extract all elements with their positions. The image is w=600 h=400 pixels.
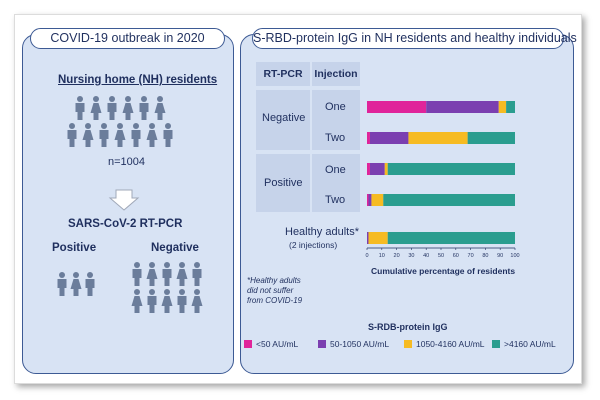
legend-swatch [404, 340, 412, 348]
bar-segment [369, 163, 385, 175]
footnote-line: did not suffer [247, 286, 294, 295]
legend-item-label: 50-1050 AU/mL [330, 339, 390, 349]
col-header-injection: Injection [314, 68, 358, 80]
legend-item: <50 AU/mL [244, 339, 298, 349]
legend-swatch [244, 340, 252, 348]
cell-positive-injections [312, 154, 360, 212]
x-tick-label: 100 [510, 253, 519, 259]
cell-negative [256, 90, 310, 150]
x-tick-label: 80 [482, 253, 488, 259]
bar-segment [369, 132, 409, 144]
down-arrow-icon [108, 189, 140, 211]
bar-segment [367, 194, 369, 206]
healthy-adults-sub: (2 injections) [289, 240, 338, 250]
legend-item: >4160 AU/mL [492, 339, 556, 349]
bar-segment [426, 101, 499, 113]
bar-segment [506, 101, 515, 113]
bar-segment [367, 132, 370, 144]
healthy-adults-label: Healthy adults* [285, 226, 359, 238]
bar-segment [368, 232, 388, 244]
header-cell-injection [312, 62, 360, 86]
bar-segment [467, 132, 515, 144]
legend-item-label: 1050-4160 AU/mL [416, 339, 485, 349]
test-label: SARS-CoV-2 RT-PCR [68, 218, 183, 230]
group-negative-label: Negative [262, 112, 306, 124]
x-tick-label: 60 [453, 253, 459, 259]
injection-two-negative: Two [325, 132, 346, 144]
x-axis-label: Cumulative percentage of residents [371, 266, 516, 276]
bar-segment [383, 194, 515, 206]
bar-segment [368, 194, 372, 206]
x-tick-label: 20 [394, 253, 400, 259]
injection-one-positive: One [325, 164, 346, 176]
legend-item: 1050-4160 AU/mL [404, 339, 485, 349]
right-panel-title: S-RBD-protein IgG in NH residents and he… [252, 28, 577, 49]
left-panel-title: COVID-19 outbreak in 2020 [30, 28, 225, 49]
bar-segment [387, 163, 515, 175]
footnote-line: *Healthy adults [247, 276, 301, 285]
bar-segment [367, 232, 369, 244]
bar-segment [387, 232, 515, 244]
injection-two-positive: Two [325, 194, 346, 206]
footnote-line: from COVID-19 [247, 296, 303, 305]
x-tick-label: 70 [468, 253, 474, 259]
legend-item-label: >4160 AU/mL [504, 339, 556, 349]
bar-segment [384, 163, 388, 175]
col-header-rtpcr: RT-PCR [263, 68, 303, 80]
cell-negative-injections [312, 90, 360, 150]
x-tick-label: 30 [408, 253, 414, 259]
bar-segment [498, 101, 507, 113]
header-cell-rtpcr [256, 62, 310, 86]
n-label: n=1004 [108, 156, 146, 168]
x-tick-label: 0 [365, 253, 368, 259]
legend-swatch [318, 340, 326, 348]
negative-label: Negative [151, 242, 199, 254]
injection-one-negative: One [325, 101, 346, 113]
legend-swatch [492, 340, 500, 348]
x-tick-label: 40 [423, 253, 429, 259]
cell-positive [256, 154, 310, 212]
bar-segment [367, 163, 370, 175]
bar-segment [371, 194, 384, 206]
x-tick-label: 90 [497, 253, 503, 259]
nh-heading: Nursing home (NH) residents [58, 74, 218, 86]
legend-title: S-RDB-protein IgG [368, 322, 448, 332]
bar-segment [367, 101, 427, 113]
legend-item: 50-1050 AU/mL [318, 339, 389, 349]
x-tick-label: 50 [438, 253, 444, 259]
group-positive-label: Positive [264, 177, 303, 189]
footnote: *Healthy adults did not suffer from COVI… [247, 276, 302, 306]
bar-segment [408, 132, 468, 144]
x-tick-label: 10 [379, 253, 385, 259]
legend-item-label: <50 AU/mL [256, 339, 299, 349]
positive-label: Positive [52, 242, 97, 254]
